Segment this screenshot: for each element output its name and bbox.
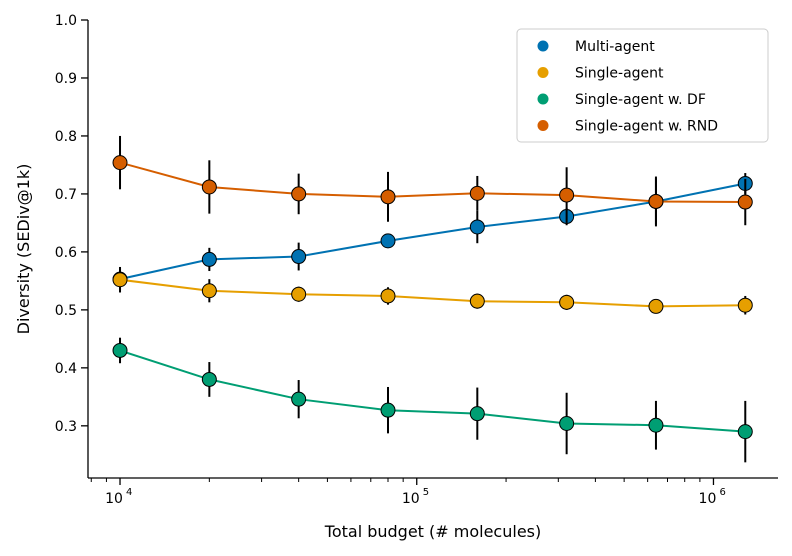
data-point: [201, 371, 217, 387]
x-tick-exponent: 5: [423, 487, 429, 498]
series-single-agent-w-df: [112, 337, 753, 463]
series-line: [119, 278, 746, 308]
data-point: [648, 193, 664, 209]
series-line: [119, 182, 746, 281]
legend-marker: [537, 120, 549, 131]
data-point: [737, 297, 753, 313]
series-single-agent-w-rnd: [112, 135, 753, 227]
series-layer: [112, 135, 753, 463]
x-tick-exponent: 4: [126, 487, 132, 498]
data-point: [469, 219, 485, 235]
legend-label: Single-agent w. DF: [575, 92, 706, 108]
data-point: [380, 402, 396, 418]
data-point: [559, 294, 575, 310]
x-tick-label: 10: [105, 491, 123, 507]
data-point: [380, 189, 396, 205]
y-tick-label: 0.3: [55, 419, 77, 435]
data-point: [469, 406, 485, 422]
axes: 0.30.40.50.60.70.80.91.010 4 10 5 10 6: [55, 13, 778, 507]
data-point: [201, 283, 217, 299]
data-point: [112, 342, 128, 358]
data-point: [291, 249, 307, 265]
legend-marker: [537, 67, 549, 78]
data-point: [559, 187, 575, 203]
x-tick-label: 10: [699, 491, 717, 507]
series-single-agent: [112, 266, 753, 315]
data-point: [648, 417, 664, 433]
data-point: [291, 286, 307, 302]
data-point: [648, 298, 664, 314]
legend-box: [516, 28, 769, 143]
series-line: [119, 161, 746, 203]
data-point: [559, 416, 575, 432]
data-point: [201, 179, 217, 195]
data-point: [469, 293, 485, 309]
x-axis-title: Total budget (# molecules): [324, 522, 541, 541]
legend-label: Multi-agent: [575, 39, 655, 55]
data-point: [469, 185, 485, 201]
y-tick-label: 0.7: [55, 187, 77, 203]
legend-marker: [537, 93, 549, 105]
legend-label: Single-agent w. RND: [575, 119, 718, 135]
data-point: [291, 186, 307, 202]
y-tick-label: 0.8: [55, 129, 77, 145]
y-tick-label: 0.9: [55, 71, 77, 87]
data-point: [112, 272, 128, 288]
data-point: [112, 155, 128, 171]
data-point: [737, 424, 753, 440]
data-point: [380, 233, 396, 249]
data-point: [380, 288, 396, 304]
legend-marker: [537, 40, 549, 52]
legend: Multi-agent Single-agent Single-agent w. D…: [516, 28, 769, 143]
legend-label: Single-agent: [575, 66, 664, 82]
data-point: [737, 194, 753, 210]
y-tick-label: 0.4: [55, 361, 77, 377]
series-line: [119, 349, 746, 433]
y-tick-label: 0.5: [55, 303, 77, 319]
x-tick-exponent: 6: [719, 487, 725, 498]
y-tick-label: 0.6: [55, 245, 77, 261]
x-tick-label: 10: [402, 491, 420, 507]
data-point: [201, 251, 217, 267]
y-axis-title: Diversity (SEDiv@1k): [14, 164, 33, 335]
data-point: [291, 391, 307, 407]
y-tick-label: 1.0: [55, 13, 77, 29]
